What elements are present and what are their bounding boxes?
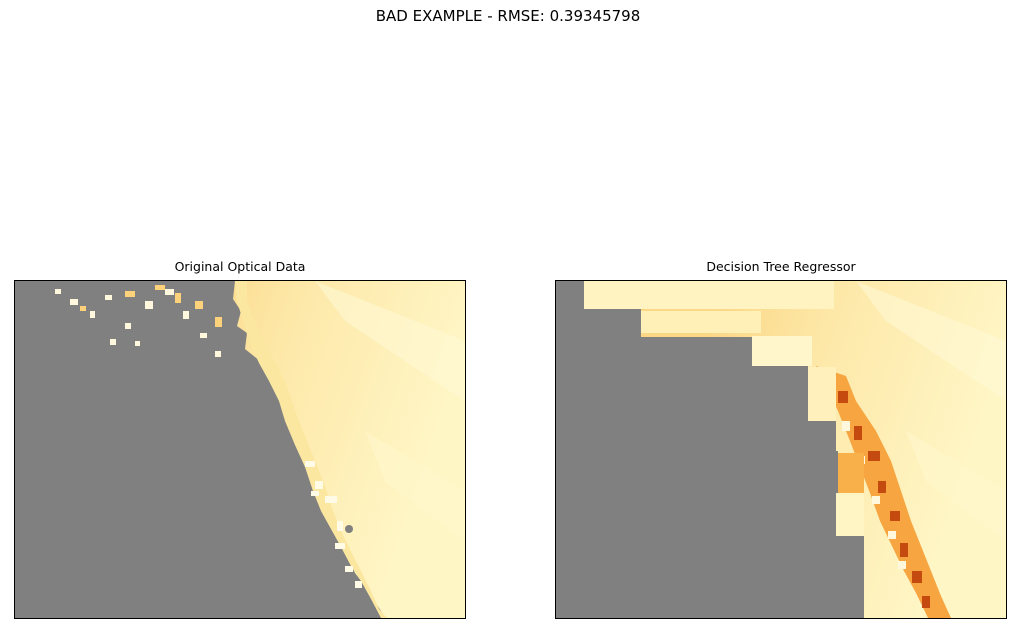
image-panel-regressor (555, 280, 1007, 619)
panel-title-right: Decision Tree Regressor (706, 259, 856, 274)
original-optical-image (15, 281, 465, 618)
image-panel-original (14, 280, 466, 619)
figure-title: BAD EXAMPLE - RMSE: 0.39345798 (375, 7, 641, 25)
decision-tree-image (556, 281, 1006, 618)
panel-title-left: Original Optical Data (174, 259, 306, 274)
